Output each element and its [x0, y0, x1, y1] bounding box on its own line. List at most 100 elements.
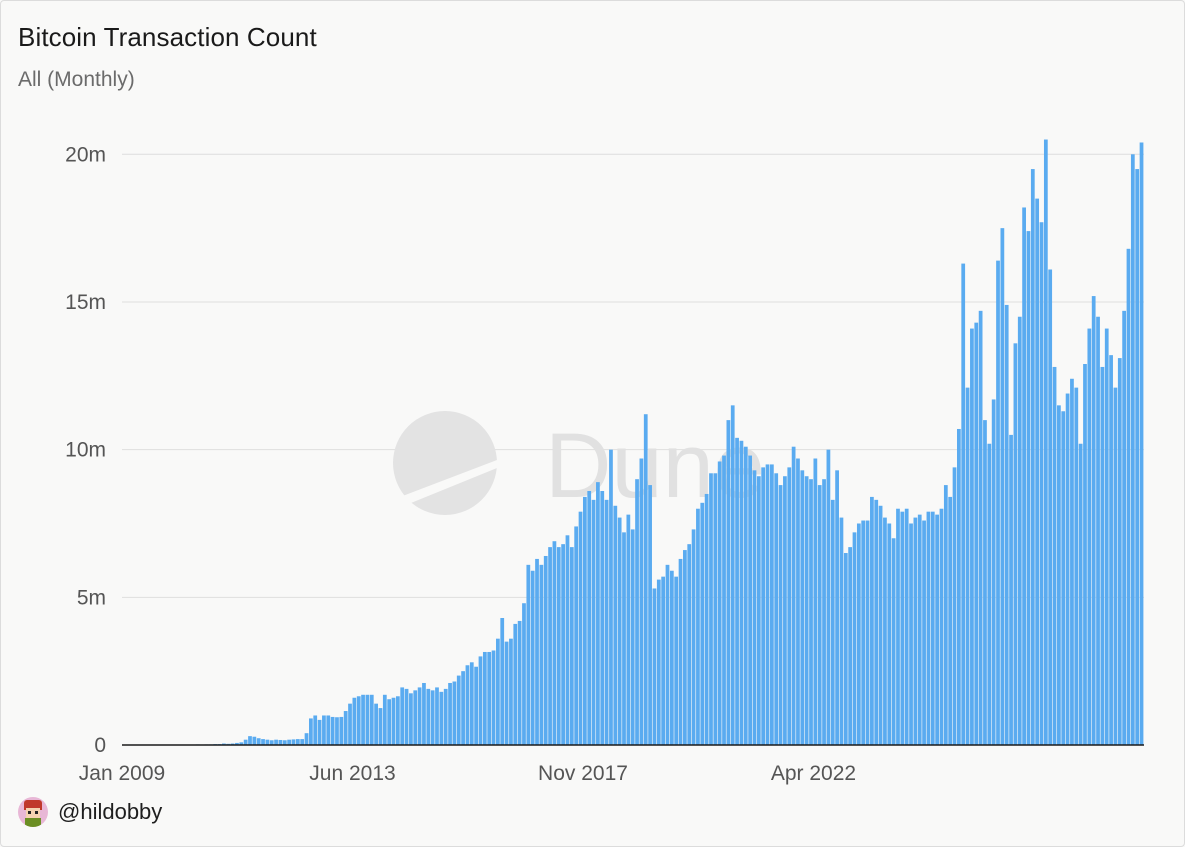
bar[interactable] [443, 688, 448, 745]
bar[interactable] [435, 687, 439, 745]
bar[interactable] [1004, 304, 1009, 745]
bar[interactable] [530, 570, 535, 745]
bar[interactable] [256, 738, 261, 745]
bar[interactable] [243, 739, 248, 745]
bar[interactable] [617, 517, 622, 745]
bar[interactable] [652, 588, 657, 745]
pixel-avatar-icon[interactable] [18, 797, 48, 827]
bar[interactable] [413, 690, 418, 745]
bar[interactable] [552, 541, 557, 745]
bar[interactable] [665, 564, 670, 745]
bar[interactable] [252, 736, 257, 745]
bar[interactable] [943, 485, 948, 745]
bar[interactable] [504, 641, 509, 745]
bar[interactable] [474, 666, 479, 745]
bar[interactable] [417, 687, 422, 745]
bar[interactable] [422, 682, 426, 745]
bar[interactable] [952, 467, 957, 745]
bar[interactable] [513, 623, 518, 745]
bar[interactable] [395, 696, 400, 745]
bar[interactable] [482, 651, 487, 745]
bar[interactable] [1091, 296, 1096, 745]
bar[interactable] [1026, 231, 1031, 746]
bar[interactable] [669, 570, 674, 745]
bar[interactable] [391, 697, 396, 745]
bar[interactable] [491, 650, 496, 745]
bar[interactable] [582, 496, 587, 745]
bar[interactable] [674, 576, 679, 745]
bar[interactable] [804, 476, 809, 745]
bar[interactable] [883, 517, 887, 745]
bar[interactable] [587, 491, 592, 745]
bar[interactable] [913, 517, 918, 745]
bar[interactable] [900, 511, 905, 745]
bar[interactable] [774, 473, 779, 745]
bar[interactable] [1022, 207, 1026, 746]
bar[interactable] [456, 675, 461, 745]
bar[interactable] [983, 420, 987, 745]
bar[interactable] [830, 499, 835, 745]
bar[interactable] [478, 656, 483, 745]
bar[interactable] [935, 514, 939, 745]
bar[interactable] [726, 420, 731, 745]
bar[interactable] [709, 473, 713, 745]
bar[interactable] [965, 387, 970, 745]
bar[interactable] [439, 691, 444, 745]
bar[interactable] [452, 681, 457, 746]
bar[interactable] [1078, 443, 1083, 745]
bar[interactable] [1035, 198, 1040, 746]
bar[interactable] [987, 443, 992, 745]
bar[interactable] [865, 520, 870, 745]
bar[interactable] [248, 736, 252, 745]
author-handle[interactable]: @hildobby [58, 799, 163, 824]
bar[interactable] [622, 532, 626, 745]
bar[interactable] [696, 508, 700, 745]
bar[interactable] [961, 263, 966, 745]
bar[interactable] [269, 740, 274, 745]
bar[interactable] [748, 455, 752, 745]
bar[interactable] [722, 455, 726, 745]
bar[interactable] [1065, 393, 1070, 745]
bar[interactable] [535, 558, 539, 745]
bar[interactable] [609, 449, 613, 745]
bar[interactable] [539, 564, 544, 745]
bar[interactable] [356, 696, 361, 745]
bar[interactable] [500, 618, 505, 745]
bar[interactable] [1139, 142, 1144, 746]
bar[interactable] [817, 485, 822, 745]
bar[interactable] [643, 414, 648, 745]
bar[interactable] [996, 260, 1000, 745]
bar[interactable] [909, 523, 913, 745]
bar[interactable] [569, 547, 574, 745]
bar[interactable] [957, 428, 961, 745]
bar[interactable] [991, 399, 996, 745]
bar[interactable] [683, 550, 687, 745]
bar[interactable] [656, 579, 661, 745]
bar[interactable] [1122, 310, 1127, 745]
bar[interactable] [787, 467, 792, 745]
bar[interactable] [400, 687, 405, 745]
bar[interactable] [835, 470, 839, 745]
bar[interactable] [409, 693, 413, 745]
bar[interactable] [1104, 328, 1109, 745]
bar[interactable] [561, 544, 565, 745]
bar[interactable] [352, 697, 357, 745]
bar[interactable] [430, 690, 435, 745]
bar[interactable] [1017, 316, 1022, 745]
bar[interactable] [661, 576, 666, 745]
bar[interactable] [630, 529, 635, 745]
bar[interactable] [970, 328, 974, 745]
bar[interactable] [1030, 169, 1035, 745]
bar[interactable] [1039, 222, 1044, 746]
bar[interactable] [1048, 269, 1053, 745]
bar[interactable] [626, 514, 631, 745]
bar[interactable] [1061, 411, 1066, 745]
bar[interactable] [800, 470, 805, 745]
bar[interactable] [713, 473, 718, 745]
bar[interactable] [743, 446, 748, 745]
bar[interactable] [1113, 387, 1118, 745]
bar[interactable] [635, 479, 639, 745]
bar[interactable] [496, 638, 500, 745]
bar[interactable] [469, 662, 474, 745]
bar[interactable] [922, 520, 926, 745]
